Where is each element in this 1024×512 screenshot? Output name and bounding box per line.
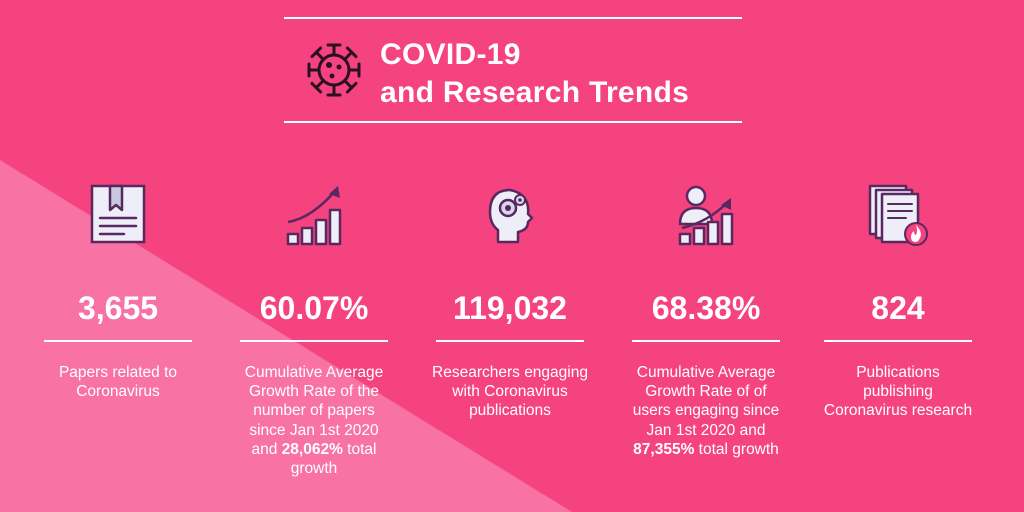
stat-description: Publications publishing Coronavirus rese… [823, 364, 973, 420]
title-line-2: and Research Trends [380, 76, 690, 109]
document-bookmark-icon [90, 184, 146, 244]
page-title: COVID-19 and Research Trends [380, 36, 689, 112]
hot-publications-icon [868, 184, 928, 246]
user-growth-icon [678, 185, 734, 246]
desc-bold: 87,355% [633, 440, 695, 458]
stat-value: 68.38% [651, 290, 761, 326]
stat-value: 824 [871, 290, 925, 326]
virus-icon [307, 43, 361, 97]
stat-publications: 824 Publications publishing Coronavirus … [820, 180, 976, 419]
stat-papers: 3,655 Papers related to Coronavirus [40, 180, 196, 400]
head-gears-icon [488, 188, 534, 244]
stat-underline [632, 340, 780, 342]
stat-user-growth: 68.38% Cumulative Average Growth Rate of… [628, 180, 784, 458]
header-top-rule [284, 17, 742, 19]
stat-value: 3,655 [77, 290, 159, 326]
desc-text: Cumulative Average Growth Rate of of use… [632, 364, 780, 439]
stat-underline [44, 340, 192, 342]
stat-paper-growth: 60.07% Cumulative Average Growth Rate of… [236, 180, 392, 477]
growth-chart-icon [286, 186, 342, 246]
stat-researchers: 119,032 Researchers engaging with Corona… [432, 180, 588, 419]
desc-text: Cumulative Average Growth Rate of the nu… [244, 364, 384, 458]
stat-underline [240, 340, 388, 342]
stat-underline [824, 340, 972, 342]
header: COVID-19 and Research Trends [284, 18, 742, 124]
stat-description: Researchers engaging with Coronavirus pu… [432, 364, 588, 420]
desc-bold: 28,062% [281, 440, 343, 458]
stat-value: 60.07% [259, 290, 369, 326]
title-line-1: COVID-19 [380, 38, 521, 71]
desc-text-end: total growth [290, 440, 377, 478]
header-bottom-rule [284, 121, 742, 123]
stat-underline [436, 340, 584, 342]
stat-description: Papers related to Coronavirus [58, 364, 178, 401]
stat-description: Cumulative Average Growth Rate of of use… [628, 363, 784, 459]
stat-description: Cumulative Average Growth Rate of the nu… [236, 363, 392, 478]
desc-text-end: total growth [694, 440, 779, 458]
stat-value: 119,032 [453, 290, 567, 326]
